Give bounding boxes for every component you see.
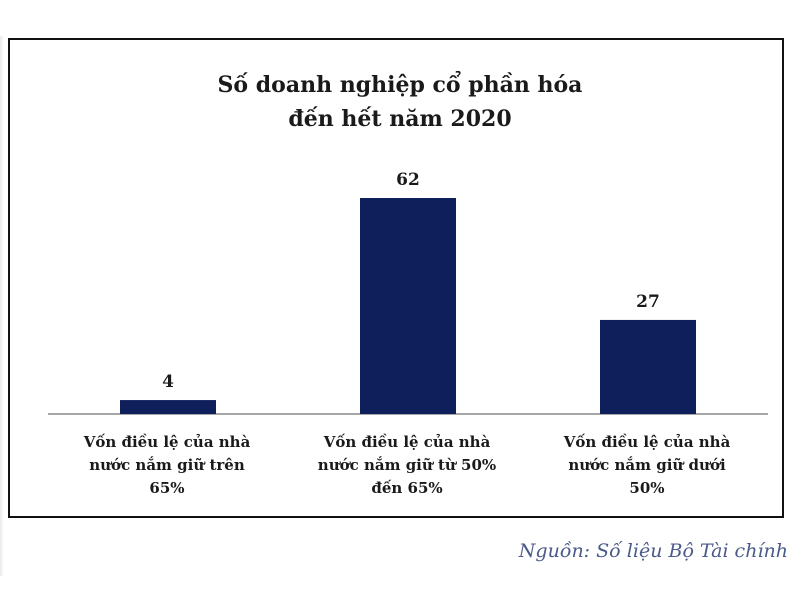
category-label-2-line-2: nước nắm giữ từ 50% [317,456,497,474]
data-label-3: 27 [636,292,660,312]
category-label-3-line-1: Vốn điều lệ của nhà [563,433,731,451]
bar-2 [360,198,456,414]
data-label-2: 62 [396,170,420,190]
category-label-1-line-1: Vốn điều lệ của nhà [83,433,251,451]
chart-title-line-2: đến hết năm 2020 [288,106,512,132]
category-label-3-line-2: nước nắm giữ dưới [568,456,726,474]
category-label-1-line-2: nước nắm giữ trên [89,456,245,474]
frame-shadow [0,36,4,576]
category-label-1-line-3: 65% [149,479,185,497]
data-label-1: 4 [162,372,174,392]
category-label-2-line-3: đến 65% [371,479,443,497]
bar-3 [600,319,696,414]
category-label-3-line-3: 50% [629,479,665,497]
category-label-3: Vốn điều lệ của nhà nước nắm giữ dưới 50… [532,431,762,500]
category-label-1: Vốn điều lệ của nhà nước nắm giữ trên 65… [52,431,282,500]
bar-1 [120,400,216,414]
category-label-2-line-1: Vốn điều lệ của nhà [323,433,491,451]
source-note: Nguồn: Số liệu Bộ Tài chính [518,540,788,562]
category-label-2: Vốn điều lệ của nhà nước nắm giữ từ 50% … [292,431,522,500]
chart-title-line-1: Số doanh nghiệp cổ phần hóa [217,72,583,98]
